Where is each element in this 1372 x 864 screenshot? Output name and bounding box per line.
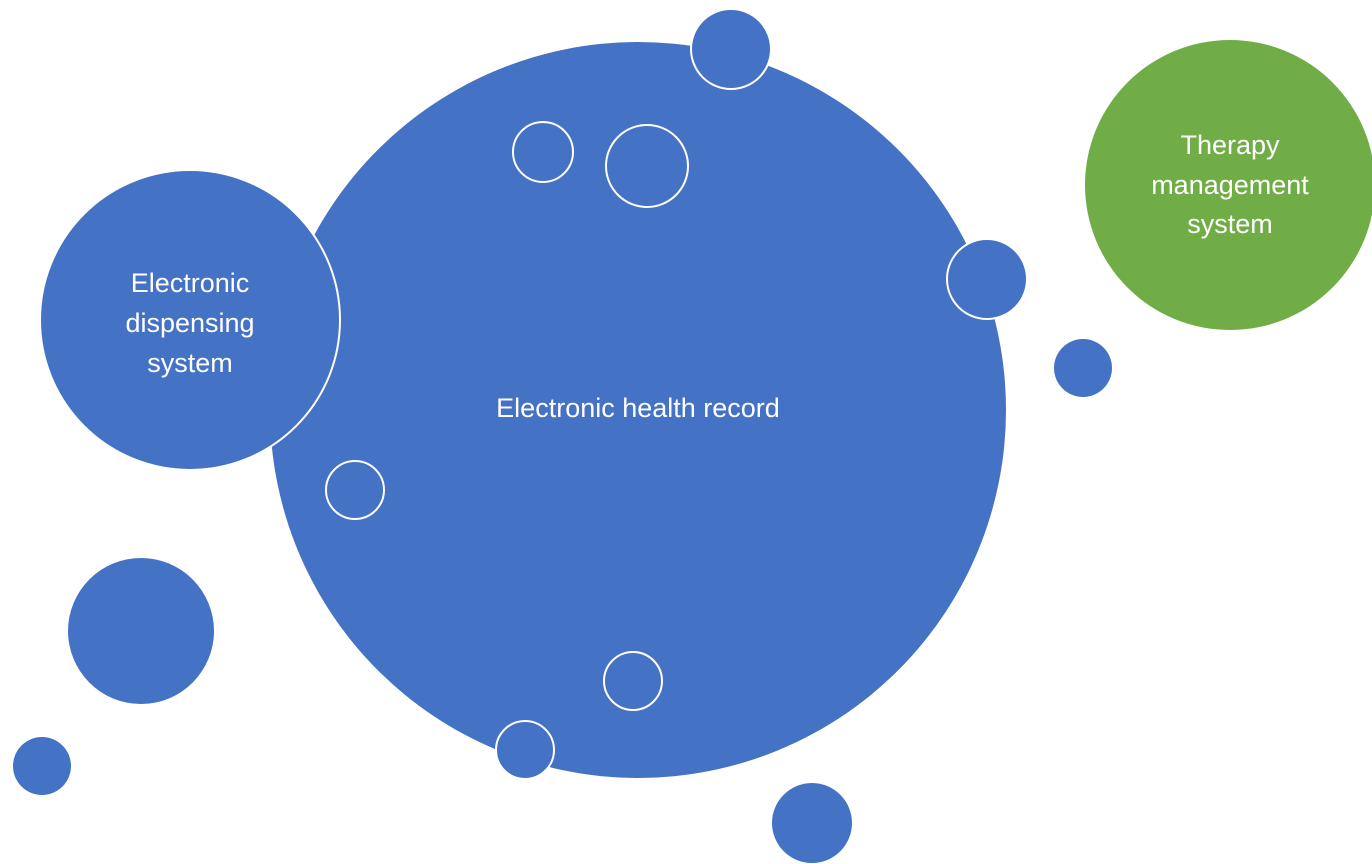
outlined-bubble-1 <box>512 121 574 183</box>
therapy-label-line3: system <box>1187 209 1273 239</box>
therapy-label-line2: management <box>1151 170 1309 200</box>
outlined-bubble-4 <box>603 651 663 711</box>
dispensing-bubble <box>39 169 341 471</box>
floating-bubble-small-left <box>13 737 71 795</box>
outlined-bubble-2 <box>605 124 689 208</box>
small-bubble-right-edge <box>946 238 1028 320</box>
small-bubble-top <box>690 8 772 90</box>
floating-bubble-right <box>1054 339 1112 397</box>
therapy-label-line1: Therapy <box>1180 130 1280 160</box>
outlined-bubble-3 <box>325 460 385 520</box>
ehr-label: Electronic health record <box>496 393 780 423</box>
dispensing-label-line1: Electronic <box>131 268 250 298</box>
therapy-bubble <box>1085 40 1372 330</box>
floating-bubble-large-left <box>68 558 214 704</box>
dispensing-label-line2: dispensing <box>125 308 254 338</box>
dispensing-label-line3: system <box>147 348 233 378</box>
floating-bubble-bottom <box>772 783 852 863</box>
outlined-bubble-5 <box>495 720 555 780</box>
ehr-bubble <box>270 42 1006 778</box>
